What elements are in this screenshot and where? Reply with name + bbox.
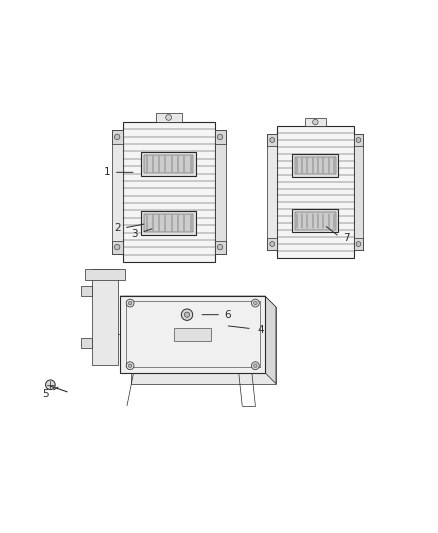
Bar: [112, 131, 123, 254]
FancyBboxPatch shape: [141, 211, 196, 235]
Bar: [295, 212, 336, 230]
Circle shape: [313, 119, 318, 125]
Circle shape: [251, 362, 259, 370]
Circle shape: [254, 364, 257, 367]
Text: 6: 6: [224, 310, 231, 320]
Circle shape: [270, 241, 275, 246]
Circle shape: [126, 362, 134, 370]
Text: 5: 5: [42, 389, 49, 399]
Circle shape: [184, 312, 190, 317]
Bar: [215, 240, 226, 254]
Polygon shape: [120, 296, 276, 307]
Circle shape: [217, 134, 223, 140]
Bar: [92, 269, 118, 365]
Circle shape: [114, 245, 120, 250]
Circle shape: [114, 134, 120, 140]
Text: 1: 1: [104, 167, 111, 177]
Circle shape: [217, 245, 223, 250]
Bar: [81, 338, 92, 348]
Bar: [267, 238, 277, 250]
Bar: [126, 301, 260, 367]
Bar: [215, 131, 226, 143]
Circle shape: [270, 138, 275, 142]
Bar: [277, 126, 353, 258]
Bar: [123, 122, 215, 262]
Bar: [144, 214, 193, 232]
Text: 3: 3: [131, 229, 138, 239]
Bar: [81, 286, 92, 296]
Bar: [112, 240, 123, 254]
Bar: [174, 328, 212, 341]
Circle shape: [254, 301, 257, 305]
FancyBboxPatch shape: [293, 154, 338, 177]
Circle shape: [128, 364, 132, 367]
Circle shape: [166, 115, 172, 120]
Bar: [305, 118, 326, 126]
Bar: [267, 134, 277, 250]
Bar: [144, 155, 193, 173]
Circle shape: [181, 309, 193, 320]
Bar: [112, 131, 123, 143]
Polygon shape: [265, 296, 276, 384]
Bar: [215, 131, 226, 254]
Circle shape: [128, 301, 132, 305]
Bar: [354, 134, 364, 250]
Circle shape: [126, 299, 134, 307]
Circle shape: [356, 241, 361, 246]
Circle shape: [251, 299, 259, 307]
Bar: [354, 134, 364, 146]
Circle shape: [356, 138, 361, 142]
Bar: [267, 134, 277, 146]
FancyBboxPatch shape: [293, 209, 338, 232]
Bar: [120, 296, 265, 373]
Bar: [295, 157, 336, 174]
Bar: [156, 113, 181, 122]
Bar: [354, 238, 364, 250]
Bar: [131, 307, 276, 384]
Bar: [85, 269, 125, 280]
FancyBboxPatch shape: [141, 152, 196, 176]
Text: 7: 7: [343, 233, 350, 243]
Circle shape: [46, 380, 55, 390]
Text: 4: 4: [257, 325, 264, 335]
Text: 2: 2: [114, 223, 121, 233]
